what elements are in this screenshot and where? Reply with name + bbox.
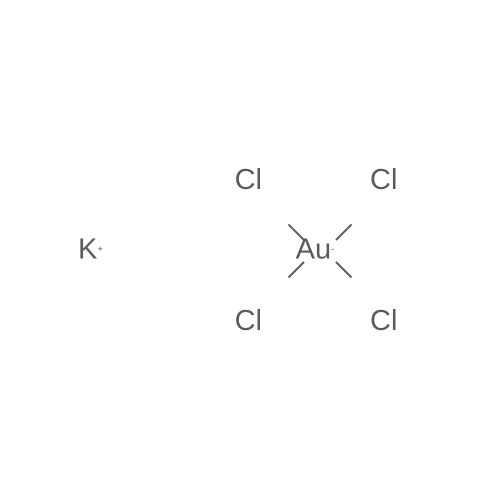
cation-charge: + xyxy=(97,244,103,255)
ligand-element: Cl xyxy=(370,164,397,196)
ligand-cl-bl: Cl xyxy=(235,307,262,336)
bond-tr xyxy=(335,224,352,241)
ligand-cl-tl: Cl xyxy=(235,166,262,195)
ligand-cl-tr: Cl xyxy=(370,166,397,195)
center-charge: - xyxy=(331,244,334,255)
ligand-element: Cl xyxy=(370,305,397,337)
cation-label: K+ xyxy=(78,236,103,265)
cation-element: K xyxy=(78,234,97,266)
ligand-element: Cl xyxy=(235,164,262,196)
ligand-element: Cl xyxy=(235,305,262,337)
bond-br xyxy=(335,261,352,278)
ligand-cl-br: Cl xyxy=(370,307,397,336)
